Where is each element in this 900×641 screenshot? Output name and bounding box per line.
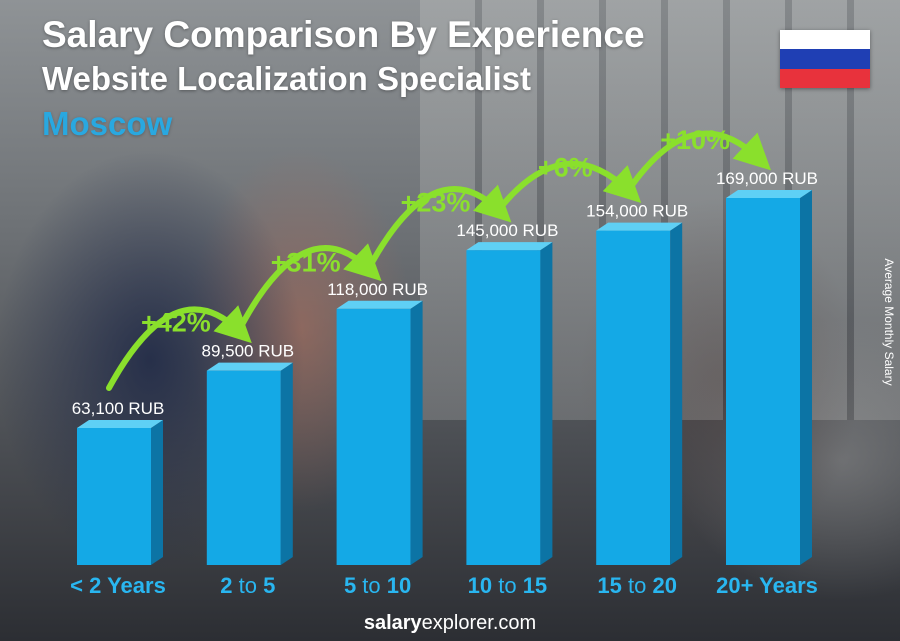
bar-top <box>466 242 553 251</box>
increase-arrow <box>365 184 512 272</box>
value-label: 63,100 RUB <box>72 399 165 418</box>
bar-top <box>336 300 423 309</box>
bar-front <box>336 308 411 565</box>
increase-arrow <box>625 130 772 194</box>
increase-label: +31% <box>271 248 341 278</box>
footer-brand[interactable]: salaryexplorer.com <box>0 612 900 635</box>
bar-top <box>596 222 683 231</box>
bar-front <box>77 427 151 565</box>
increase-arrow <box>106 305 252 391</box>
increase-arrow <box>495 160 642 214</box>
category-label: 5 to 10 <box>344 573 411 598</box>
brand-rest: explorer.com <box>421 612 537 634</box>
flag-stripe-white <box>780 30 870 50</box>
bar-top <box>77 419 163 428</box>
location-label: Moscow <box>42 105 173 142</box>
bar-front <box>206 370 281 565</box>
russia-flag-icon <box>780 30 870 88</box>
flag-stripe-blue <box>780 49 870 69</box>
bar-side <box>410 300 423 565</box>
flag-stripe-red <box>780 68 870 88</box>
job-title: Website Localization Specialist <box>42 60 532 97</box>
bar-side <box>540 242 553 565</box>
bar-front <box>726 198 800 565</box>
category-label: 20+ Years <box>716 573 818 598</box>
increase-label: +42% <box>141 308 211 338</box>
bar-top <box>206 362 293 371</box>
bar-front <box>466 250 541 565</box>
bar-top <box>726 190 812 198</box>
category-label: 2 to 5 <box>220 573 275 598</box>
increase-label: +6% <box>538 152 593 182</box>
increase-label: +23% <box>401 188 471 218</box>
value-label: 89,500 RUB <box>201 342 294 361</box>
increase-label: +10% <box>660 125 730 155</box>
bar-side <box>151 419 163 565</box>
value-label: 118,000 RUB <box>327 280 428 299</box>
category-label: < 2 Years <box>70 573 166 598</box>
value-label: 154,000 RUB <box>586 202 688 221</box>
value-label: 145,000 RUB <box>456 221 558 240</box>
category-label: 15 to 20 <box>597 573 677 598</box>
increase-arrow <box>235 243 382 334</box>
chart-title: Salary Comparison By Experience <box>42 14 645 55</box>
bar-side <box>800 190 812 565</box>
bar-side <box>670 222 683 565</box>
value-label: 169,000 RUB <box>716 169 818 188</box>
bar-side <box>280 362 293 565</box>
brand-bold: salary <box>363 612 422 634</box>
bar-front <box>596 230 671 565</box>
category-label: 10 to 15 <box>468 573 548 598</box>
